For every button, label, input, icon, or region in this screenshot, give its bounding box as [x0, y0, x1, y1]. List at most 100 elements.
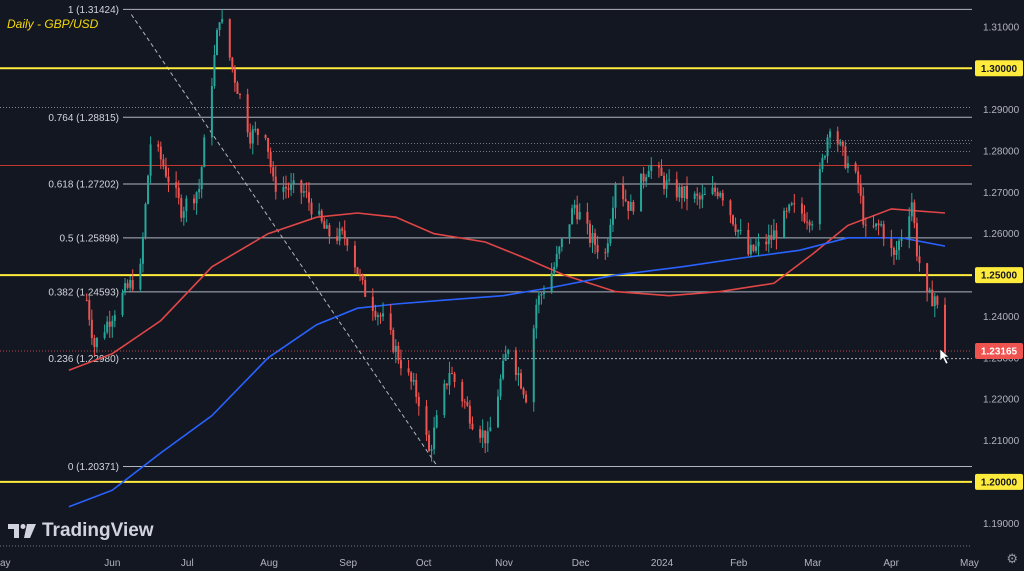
candle-body	[747, 230, 750, 255]
candle-body	[356, 267, 359, 275]
candle-body	[678, 186, 681, 198]
tradingview-logo-icon	[8, 524, 36, 538]
candle-body	[320, 210, 323, 222]
candle-body	[826, 137, 829, 157]
candle-body	[880, 224, 883, 226]
moving-average-line	[68, 237, 946, 508]
candle-body	[371, 296, 374, 311]
candle-body	[749, 244, 752, 255]
moving-average-line	[68, 208, 946, 371]
candle-body	[341, 228, 344, 231]
candle-body	[872, 225, 875, 227]
candle-body	[783, 210, 786, 239]
candle-body	[290, 183, 293, 190]
candle-body	[606, 243, 609, 253]
candle-body	[149, 144, 152, 176]
candle-body	[519, 373, 522, 389]
level-price-label: 1.20000	[981, 477, 1018, 488]
candle-body	[218, 22, 221, 31]
candle-body	[198, 189, 201, 193]
candle-body	[167, 176, 170, 183]
candle-body	[451, 373, 454, 375]
candle-body	[410, 372, 413, 382]
candle-body	[818, 168, 821, 225]
candle-body	[785, 210, 788, 212]
candle-body	[703, 194, 706, 196]
candle-body	[249, 132, 252, 144]
x-tick-label: Dec	[572, 558, 590, 569]
candle-body	[931, 289, 934, 307]
tradingview-brand[interactable]: TradingView	[8, 520, 154, 542]
candle-body	[471, 423, 474, 430]
candle-body	[714, 187, 717, 192]
candle-body	[182, 211, 185, 218]
candle-body	[650, 165, 653, 171]
candle-body	[264, 134, 267, 139]
candle-body	[719, 192, 722, 197]
candle-body	[757, 241, 760, 247]
candle-body	[95, 337, 98, 348]
candle-body	[926, 263, 929, 292]
candle-body	[216, 30, 219, 55]
candle-body	[399, 360, 402, 369]
candle-body	[236, 82, 239, 94]
y-tick-label: 1.27000	[983, 188, 1020, 199]
candle-body	[627, 201, 630, 211]
candle-body	[318, 210, 321, 215]
candle-body	[141, 236, 144, 264]
candle-body	[568, 224, 571, 239]
candle-body	[645, 176, 648, 182]
candle-body	[300, 180, 303, 193]
candle-body	[665, 180, 668, 189]
candle-body	[857, 171, 860, 184]
level-price-tag	[975, 473, 1023, 490]
candle-body	[898, 240, 901, 251]
candle-body	[811, 224, 814, 226]
candle-body	[642, 173, 645, 182]
level-price-tag	[975, 60, 1023, 77]
candle-body	[701, 194, 704, 200]
candle-body	[578, 212, 581, 220]
candle-body	[213, 54, 216, 87]
fib-label: 0.5 (1.25898)	[60, 233, 120, 244]
candle-body	[415, 379, 418, 397]
candle-body	[594, 233, 597, 245]
candle-body	[553, 266, 556, 273]
candle-body	[698, 195, 701, 200]
candle-body	[573, 204, 576, 209]
candle-body	[683, 186, 686, 199]
candle-body	[839, 141, 842, 145]
candle-body	[282, 186, 285, 192]
candle-body	[560, 238, 563, 248]
candle-body	[479, 429, 482, 438]
candle-body	[461, 381, 464, 402]
candle-body	[88, 300, 91, 320]
x-tick-label: Jul	[181, 558, 194, 569]
candle-body	[233, 68, 236, 83]
candle-body	[147, 175, 150, 204]
candle-body	[374, 310, 377, 317]
candle-body	[379, 315, 382, 317]
candle-body	[611, 207, 614, 225]
candle-body	[113, 315, 116, 321]
candle-body	[484, 430, 487, 444]
candle-body	[933, 296, 936, 307]
candle-body	[910, 202, 913, 217]
gear-icon[interactable]: ⚙	[1006, 551, 1018, 566]
candle-body	[525, 394, 528, 403]
candle-body	[428, 434, 431, 451]
candle-body	[346, 238, 349, 246]
y-tick-label: 1.31000	[983, 22, 1020, 33]
candle-body	[502, 360, 505, 379]
x-tick-label: Oct	[416, 558, 432, 569]
x-tick-label: May	[960, 558, 979, 569]
candle-body	[908, 216, 911, 238]
candle-body	[466, 402, 469, 406]
candle-body	[185, 198, 188, 212]
candle-body	[790, 203, 793, 205]
candle-body	[359, 274, 362, 276]
candle-body	[256, 129, 259, 135]
candle-body	[800, 203, 803, 214]
candle-body	[412, 379, 415, 382]
